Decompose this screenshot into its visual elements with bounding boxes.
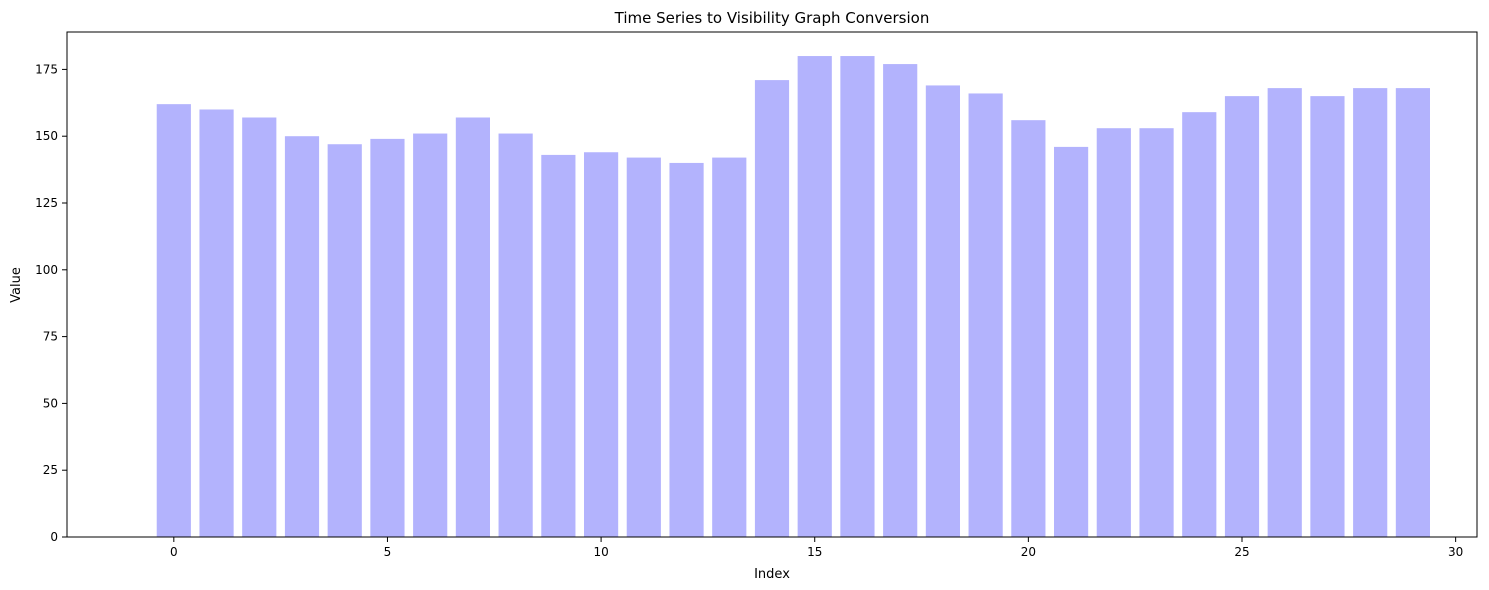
bar-8	[498, 133, 533, 537]
x-tick-label: 10	[593, 545, 608, 559]
x-axis-label: Index	[754, 567, 790, 582]
y-tick-label: 125	[35, 196, 58, 210]
x-tick-label: 25	[1234, 545, 1249, 559]
y-tick-label: 50	[43, 396, 58, 410]
x-tick-label: 15	[807, 545, 822, 559]
bar-12	[669, 162, 704, 538]
y-tick-label: 0	[50, 530, 58, 544]
chart-title: Time Series to Visibility Graph Conversi…	[614, 9, 930, 27]
bar-1	[199, 109, 234, 538]
x-tick-label: 30	[1448, 545, 1463, 559]
bar-11	[626, 157, 661, 537]
bar-4	[327, 144, 362, 537]
y-tick-label: 150	[35, 129, 58, 143]
bar-5	[370, 138, 405, 538]
bar-6	[413, 133, 448, 537]
bar-7	[455, 117, 490, 537]
bar-0	[156, 104, 191, 538]
y-tick-label: 175	[35, 62, 58, 76]
bar-17	[883, 64, 918, 538]
y-axis-label: Value	[9, 267, 24, 303]
bar-26	[1267, 88, 1302, 537]
x-tick-label: 5	[384, 545, 392, 559]
bar-25	[1224, 96, 1260, 537]
bar-28	[1353, 88, 1388, 537]
x-axis-ticks: 0 5 10 15 20 25 30	[170, 537, 1463, 559]
bar-24	[1182, 112, 1217, 538]
bar-19	[968, 93, 1003, 538]
x-tick-label: 20	[1021, 545, 1036, 559]
y-tick-label: 75	[43, 330, 58, 344]
bar-16	[840, 56, 875, 538]
plot-frame	[66, 31, 1478, 538]
bar-23	[1139, 128, 1174, 537]
bar-14	[754, 80, 790, 537]
bar-3	[284, 136, 320, 537]
bar-29	[1395, 88, 1430, 537]
bar-10	[584, 152, 619, 537]
bar-15	[797, 56, 832, 538]
bars-group	[156, 56, 1430, 538]
bar-2	[242, 117, 277, 537]
bar-9	[541, 154, 576, 538]
bar-20	[1011, 120, 1046, 537]
x-tick-label: 0	[170, 545, 178, 559]
bar-27	[1310, 96, 1345, 537]
bar-13	[712, 157, 747, 537]
y-tick-label: 25	[43, 463, 58, 477]
y-axis-ticks: 0 25 50 75 100 125 150 175	[35, 62, 67, 544]
bar-22	[1096, 128, 1131, 537]
bar-18	[925, 85, 960, 538]
bar-21	[1054, 146, 1089, 538]
y-tick-label: 100	[35, 263, 58, 277]
